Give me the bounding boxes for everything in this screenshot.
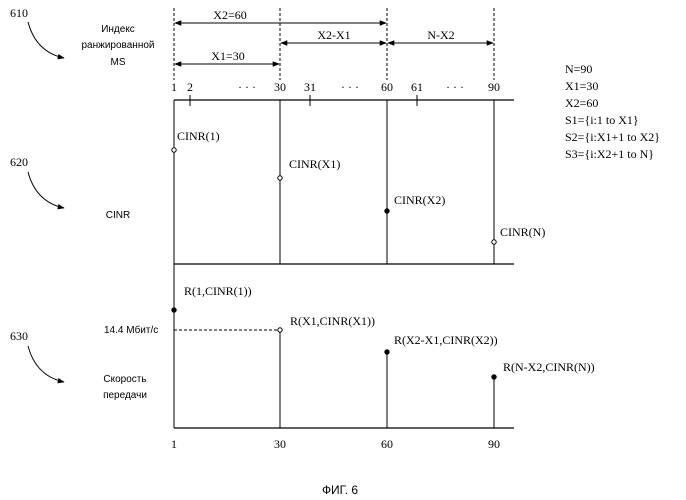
rate-label-90: R(N-X2,CINR(N)) — [503, 360, 595, 374]
rate-point-30 — [278, 328, 282, 332]
pointer-arrow-620 — [28, 172, 64, 208]
legend-x2: X2=60 — [565, 96, 598, 110]
label-rate-line1: Скорость — [103, 374, 146, 385]
legend-s2: S2={i:X1+1 to X2} — [565, 130, 660, 144]
label-index-line3: MS — [111, 57, 126, 68]
rate-point-60 — [385, 350, 389, 354]
cinr-label-60: CINR(X2) — [394, 193, 445, 207]
tick-dots-3: · · · — [446, 80, 464, 94]
bottom-tick-60: 60 — [381, 437, 393, 451]
cinr-point-90 — [492, 240, 496, 244]
bottom-tick-30: 30 — [274, 437, 286, 451]
arrow-x2-minus-x1-label: X2-X1 — [317, 28, 350, 42]
tick-label-90: 90 — [488, 80, 500, 94]
cinr-label-30: CINR(X1) — [289, 157, 340, 171]
arrow-x1-label: X1=30 — [211, 49, 244, 63]
cinr-point-30 — [278, 176, 282, 180]
pointer-arrow-630 — [28, 346, 64, 382]
legend-n: N=90 — [565, 62, 592, 76]
section-number-610: 610 — [10, 6, 28, 20]
tick-label-1: 1 — [171, 80, 177, 94]
bottom-tick-90: 90 — [488, 437, 500, 451]
legend-s3: S3={i:X2+1 to N} — [565, 147, 654, 161]
legend-x1: X1=30 — [565, 79, 598, 93]
bottom-tick-1: 1 — [171, 437, 177, 451]
arrow-n-minus-x2-label: N-X2 — [427, 28, 454, 42]
rate-point-1 — [172, 308, 176, 312]
tick-dots-2: · · · — [341, 80, 359, 94]
figure-caption: ФИГ. 6 — [322, 483, 358, 497]
pointer-arrow-610 — [28, 22, 64, 58]
label-index-line2: ранжированной — [82, 40, 155, 51]
tick-label-60: 60 — [381, 80, 393, 94]
label-rate-line2: передачи — [103, 390, 147, 401]
rate-point-90 — [492, 375, 496, 379]
tick-label-30: 30 — [274, 80, 286, 94]
section-number-620: 620 — [10, 155, 28, 169]
section-number-630: 630 — [10, 329, 28, 343]
rate-label-30: R(X1,CINR(X1)) — [290, 314, 375, 328]
cinr-point-1 — [172, 148, 176, 152]
label-cinr: CINR — [106, 210, 130, 221]
tick-dots-1: · · · — [238, 80, 256, 94]
cinr-point-60 — [385, 209, 389, 213]
cinr-label-90: CINR(N) — [500, 225, 545, 239]
legend: N=90 X1=30 X2=60 S1={i:1 to X1} S2={i:X1… — [565, 62, 660, 161]
cinr-label-1: CINR(1) — [177, 129, 220, 143]
label-index-line1: Индекс — [101, 24, 135, 35]
rate-label-60: R(X2-X1,CINR(X2)) — [394, 333, 498, 347]
tick-label-31: 31 — [304, 80, 316, 94]
legend-s1: S1={i:1 to X1} — [565, 113, 639, 127]
label-rate-value: 14.4 Мбит/с — [104, 324, 158, 336]
tick-label-2: 2 — [187, 80, 193, 94]
arrow-x2-label: X2=60 — [213, 8, 246, 22]
rate-label-1: R(1,CINR(1)) — [184, 284, 252, 298]
tick-label-61: 61 — [411, 80, 423, 94]
